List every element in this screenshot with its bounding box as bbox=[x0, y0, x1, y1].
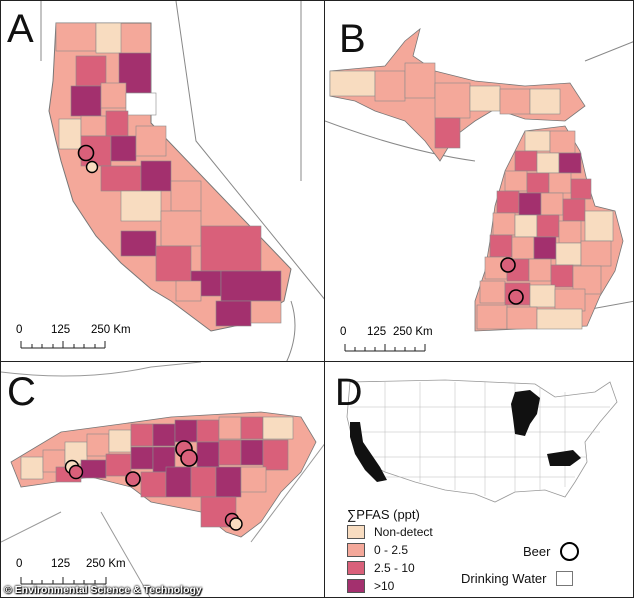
beer-marker bbox=[77, 144, 95, 162]
scale-bar bbox=[20, 341, 106, 349]
drinking-water-square-icon bbox=[556, 571, 574, 586]
legend-beer: Beer bbox=[523, 542, 580, 561]
beer-marker bbox=[125, 471, 141, 487]
michigan-highlight bbox=[511, 390, 540, 436]
scale-tick-250: 250 Km bbox=[86, 558, 126, 570]
legend-label: 0 - 2.5 bbox=[374, 543, 409, 557]
panel-letter: C bbox=[7, 370, 36, 414]
panel-d-us-legend: D ∑PFAS (ppt) Non-detect 0 - 2.5 2.5 - 1… bbox=[324, 361, 634, 598]
us-outline bbox=[346, 379, 618, 503]
scale-tick-0: 0 bbox=[16, 558, 23, 570]
legend-drinking-water: Drinking Water bbox=[461, 571, 574, 586]
scale-tick-125: 125 bbox=[51, 558, 71, 570]
us-overview-map bbox=[346, 379, 618, 503]
beer-label: Beer bbox=[523, 544, 551, 559]
scale-tick-125: 125 bbox=[367, 326, 387, 338]
scale-tick-0: 0 bbox=[16, 324, 23, 336]
scale-tick-125: 125 bbox=[51, 324, 71, 336]
beer-marker bbox=[85, 160, 99, 174]
panel-letter: A bbox=[7, 7, 34, 51]
legend-title: ∑PFAS (ppt) bbox=[347, 507, 420, 522]
scale-tick-250: 250 Km bbox=[393, 326, 433, 338]
legend-swatch bbox=[347, 543, 365, 557]
legend-label: Non-detect bbox=[374, 525, 433, 539]
credit-watermark: © Environmental Science & Technology bbox=[4, 584, 202, 596]
north-carolina-map bbox=[1, 362, 324, 597]
panel-b-michigan: B 0 125 250 Km bbox=[324, 0, 634, 362]
beer-marker bbox=[229, 517, 243, 531]
beer-marker bbox=[180, 449, 198, 467]
panel-letter: D bbox=[335, 372, 363, 414]
beer-marker bbox=[508, 289, 524, 305]
scale-tick-250: 250 Km bbox=[91, 324, 131, 336]
north-carolina-highlight bbox=[547, 450, 581, 466]
panel-a-california: A 0 125 250 Km bbox=[0, 0, 325, 362]
panel-c-north-carolina: C 0 125 250 Km bbox=[0, 361, 325, 598]
scale-tick-0: 0 bbox=[340, 326, 347, 338]
scale-bar bbox=[20, 577, 107, 585]
legend-swatch bbox=[347, 579, 365, 593]
panel-letter: B bbox=[339, 17, 366, 61]
legend-label: >10 bbox=[374, 579, 395, 593]
legend-swatch bbox=[347, 561, 365, 575]
california-highlight bbox=[350, 422, 387, 482]
legend-item-non-detect: Non-detect bbox=[347, 525, 433, 539]
legend-item-low: 0 - 2.5 bbox=[347, 543, 408, 557]
scale-bar bbox=[344, 344, 426, 352]
legend-item-mid: 2.5 - 10 bbox=[347, 561, 415, 575]
legend-item-high: >10 bbox=[347, 579, 394, 593]
drinking-water-label: Drinking Water bbox=[461, 571, 547, 586]
beer-circle-icon bbox=[560, 542, 580, 561]
michigan-map bbox=[325, 27, 633, 352]
legend-label: 2.5 - 10 bbox=[374, 561, 415, 575]
beer-marker bbox=[500, 257, 516, 273]
legend-swatch bbox=[347, 525, 365, 539]
california-map bbox=[20, 1, 324, 361]
beer-marker bbox=[68, 464, 84, 480]
